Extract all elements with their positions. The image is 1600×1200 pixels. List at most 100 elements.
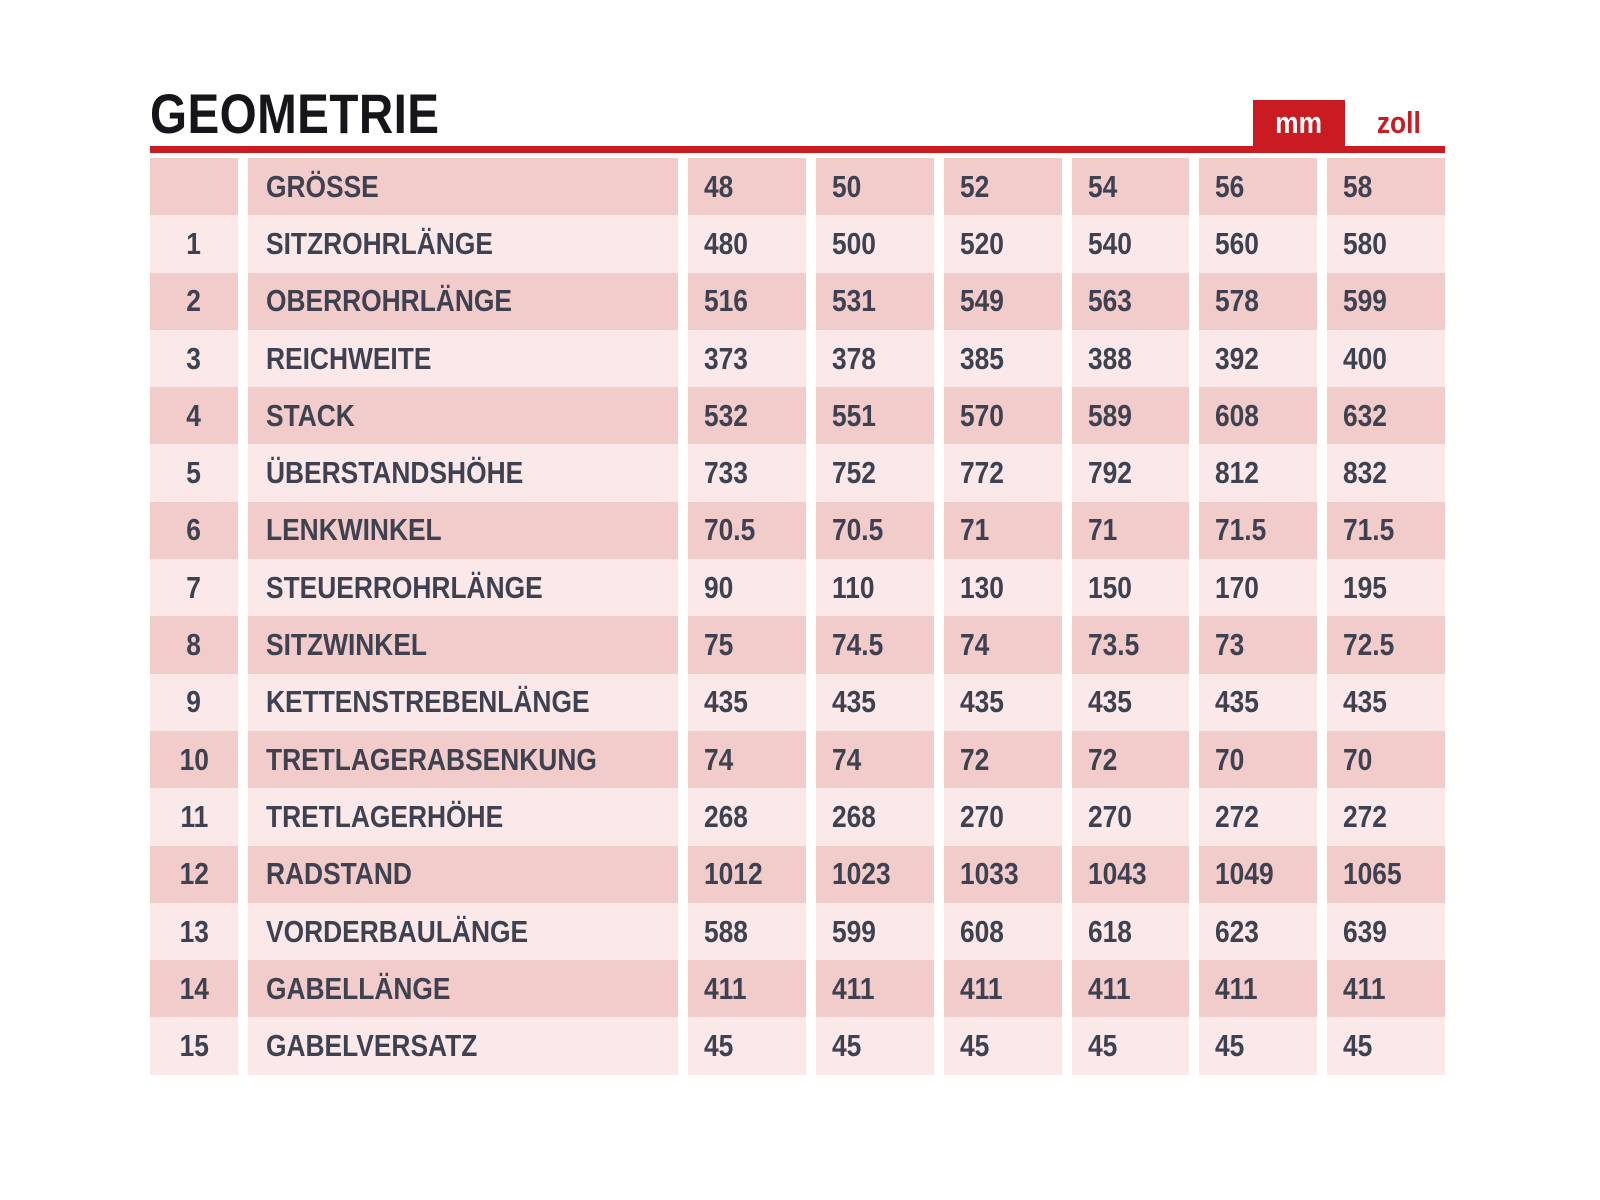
row-6-value-52-text: 71: [959, 512, 989, 548]
row-6-value-48-text: 70.5: [704, 512, 756, 548]
row-9-value-50: 435: [815, 673, 934, 731]
row-6-value-56: 71.5: [1199, 501, 1318, 560]
unit-tab-zoll[interactable]: zoll: [1363, 100, 1435, 146]
size-header-48: 48: [688, 158, 806, 216]
row-4-value-48-text: 532: [704, 397, 748, 433]
row-3-label-text: REICHWEITE: [266, 340, 432, 376]
row-12-value-50-text: 1023: [831, 856, 891, 892]
row-15-value-50: 45: [815, 1017, 934, 1075]
row-7-label-text: STEUERROHRLÄNGE: [266, 569, 543, 605]
row-6-number: 6: [150, 501, 238, 560]
row-15-value-48: 45: [688, 1017, 806, 1075]
row-1-value-54: 540: [1071, 215, 1190, 273]
row-14-value-52: 411: [943, 960, 1062, 1018]
row-12-value-48: 1012: [688, 845, 806, 903]
row-5-label-text: ÜBERSTANDSHÖHE: [266, 455, 524, 491]
row-12-value-58: 1065: [1327, 845, 1445, 903]
row-5-label: ÜBERSTANDSHÖHE: [248, 444, 678, 502]
row-9-value-56-text: 435: [1215, 684, 1260, 720]
row-12-number-text: 12: [179, 856, 209, 892]
row-7-value-50-text: 110: [831, 569, 875, 605]
row-10-value-54: 72: [1071, 730, 1190, 789]
row-4-value-50: 551: [815, 387, 934, 445]
row-15-value-52-text: 45: [959, 1028, 989, 1064]
row-8-value-56-text: 73: [1215, 627, 1245, 663]
row-10-value-58-text: 70: [1343, 741, 1373, 777]
row-13-value-54-text: 618: [1087, 913, 1132, 949]
row-11-value-48: 268: [688, 788, 806, 846]
row-1-value-48-text: 480: [704, 225, 748, 261]
row-1-value-50-text: 500: [831, 225, 876, 261]
row-11-value-50-text: 268: [831, 798, 876, 834]
row-2-value-48-text: 516: [704, 283, 748, 319]
row-13-value-52: 608: [943, 902, 1062, 961]
row-3-value-48-text: 373: [704, 340, 748, 376]
row-12-value-52: 1033: [943, 845, 1062, 903]
row-3-value-50-text: 378: [831, 340, 876, 376]
row-15-value-50-text: 45: [831, 1028, 862, 1064]
row-8-value-54: 73.5: [1071, 616, 1190, 674]
row-6-value-56-text: 71.5: [1215, 512, 1267, 548]
row-10-value-54-text: 72: [1087, 741, 1117, 777]
row-4-label-text: STACK: [266, 397, 355, 433]
row-7-value-58-text: 195: [1343, 569, 1388, 605]
row-5-value-48: 733: [688, 444, 806, 502]
row-14-number-text: 14: [179, 970, 209, 1006]
size-header-52-text: 52: [959, 168, 989, 204]
row-14-value-54-text: 411: [1087, 970, 1131, 1006]
row-10-value-56: 70: [1199, 730, 1318, 789]
row-13-value-48: 588: [688, 902, 806, 961]
row-9-value-56: 435: [1199, 673, 1318, 731]
row-8-value-52: 74: [943, 616, 1062, 674]
row-4-value-48: 532: [688, 387, 806, 445]
row-1-value-58: 580: [1327, 215, 1445, 273]
row-8-value-50: 74.5: [815, 616, 934, 674]
row-7-number: 7: [150, 559, 238, 617]
row-6-value-58: 71.5: [1327, 501, 1445, 560]
row-12-number: 12: [150, 845, 238, 903]
row-5-value-56-text: 812: [1215, 455, 1260, 491]
row-15-value-48-text: 45: [704, 1028, 734, 1064]
row-15-value-56: 45: [1199, 1017, 1318, 1075]
page-title: GEOMETRIE: [150, 82, 440, 145]
row-9-label-text: KETTENSTREBENLÄNGE: [266, 684, 590, 720]
row-5-number: 5: [150, 444, 238, 502]
row-2-value-54-text: 563: [1087, 283, 1132, 319]
row-11-value-50: 268: [815, 788, 934, 846]
row-14-value-50: 411: [815, 960, 934, 1018]
row-5-value-58-text: 832: [1343, 455, 1388, 491]
row-11-value-48-text: 268: [704, 798, 748, 834]
row-8-value-58: 72.5: [1327, 616, 1445, 674]
row-3-value-50: 378: [815, 329, 934, 388]
row-10-value-48: 74: [688, 730, 806, 789]
row-2-value-48: 516: [688, 272, 806, 330]
row-2-value-58: 599: [1327, 272, 1445, 330]
row-4-value-54-text: 589: [1087, 397, 1132, 433]
row-11-value-58: 272: [1327, 788, 1445, 846]
row-1-value-56: 560: [1199, 215, 1318, 273]
row-2-value-56: 578: [1199, 272, 1318, 330]
row-14-label: GABELLÄNGE: [248, 960, 678, 1018]
size-header-50: 50: [815, 158, 934, 216]
row-5-value-54-text: 792: [1087, 455, 1132, 491]
size-header-label: GRÖSSE: [248, 158, 678, 216]
unit-tab-mm[interactable]: mm: [1253, 100, 1345, 146]
row-1-value-58-text: 580: [1343, 225, 1388, 261]
row-7-label: STEUERROHRLÄNGE: [248, 559, 678, 617]
row-3-value-48: 373: [688, 329, 806, 388]
row-6-number-text: 6: [186, 512, 202, 548]
row-7-value-58: 195: [1327, 559, 1445, 617]
row-3-value-52-text: 385: [959, 340, 1004, 376]
row-3-value-58: 400: [1327, 329, 1445, 388]
row-8-value-52-text: 74: [959, 627, 989, 663]
row-8-value-48-text: 75: [704, 627, 734, 663]
row-5-value-54: 792: [1071, 444, 1190, 502]
size-header-58: 58: [1327, 158, 1445, 216]
row-2-value-52: 549: [943, 272, 1062, 330]
row-1-number: 1: [150, 215, 238, 273]
row-13-value-48-text: 588: [704, 913, 748, 949]
row-10-value-58: 70: [1327, 730, 1445, 789]
row-8-label-text: SITZWINKEL: [266, 627, 428, 663]
row-6-value-52: 71: [943, 501, 1062, 560]
